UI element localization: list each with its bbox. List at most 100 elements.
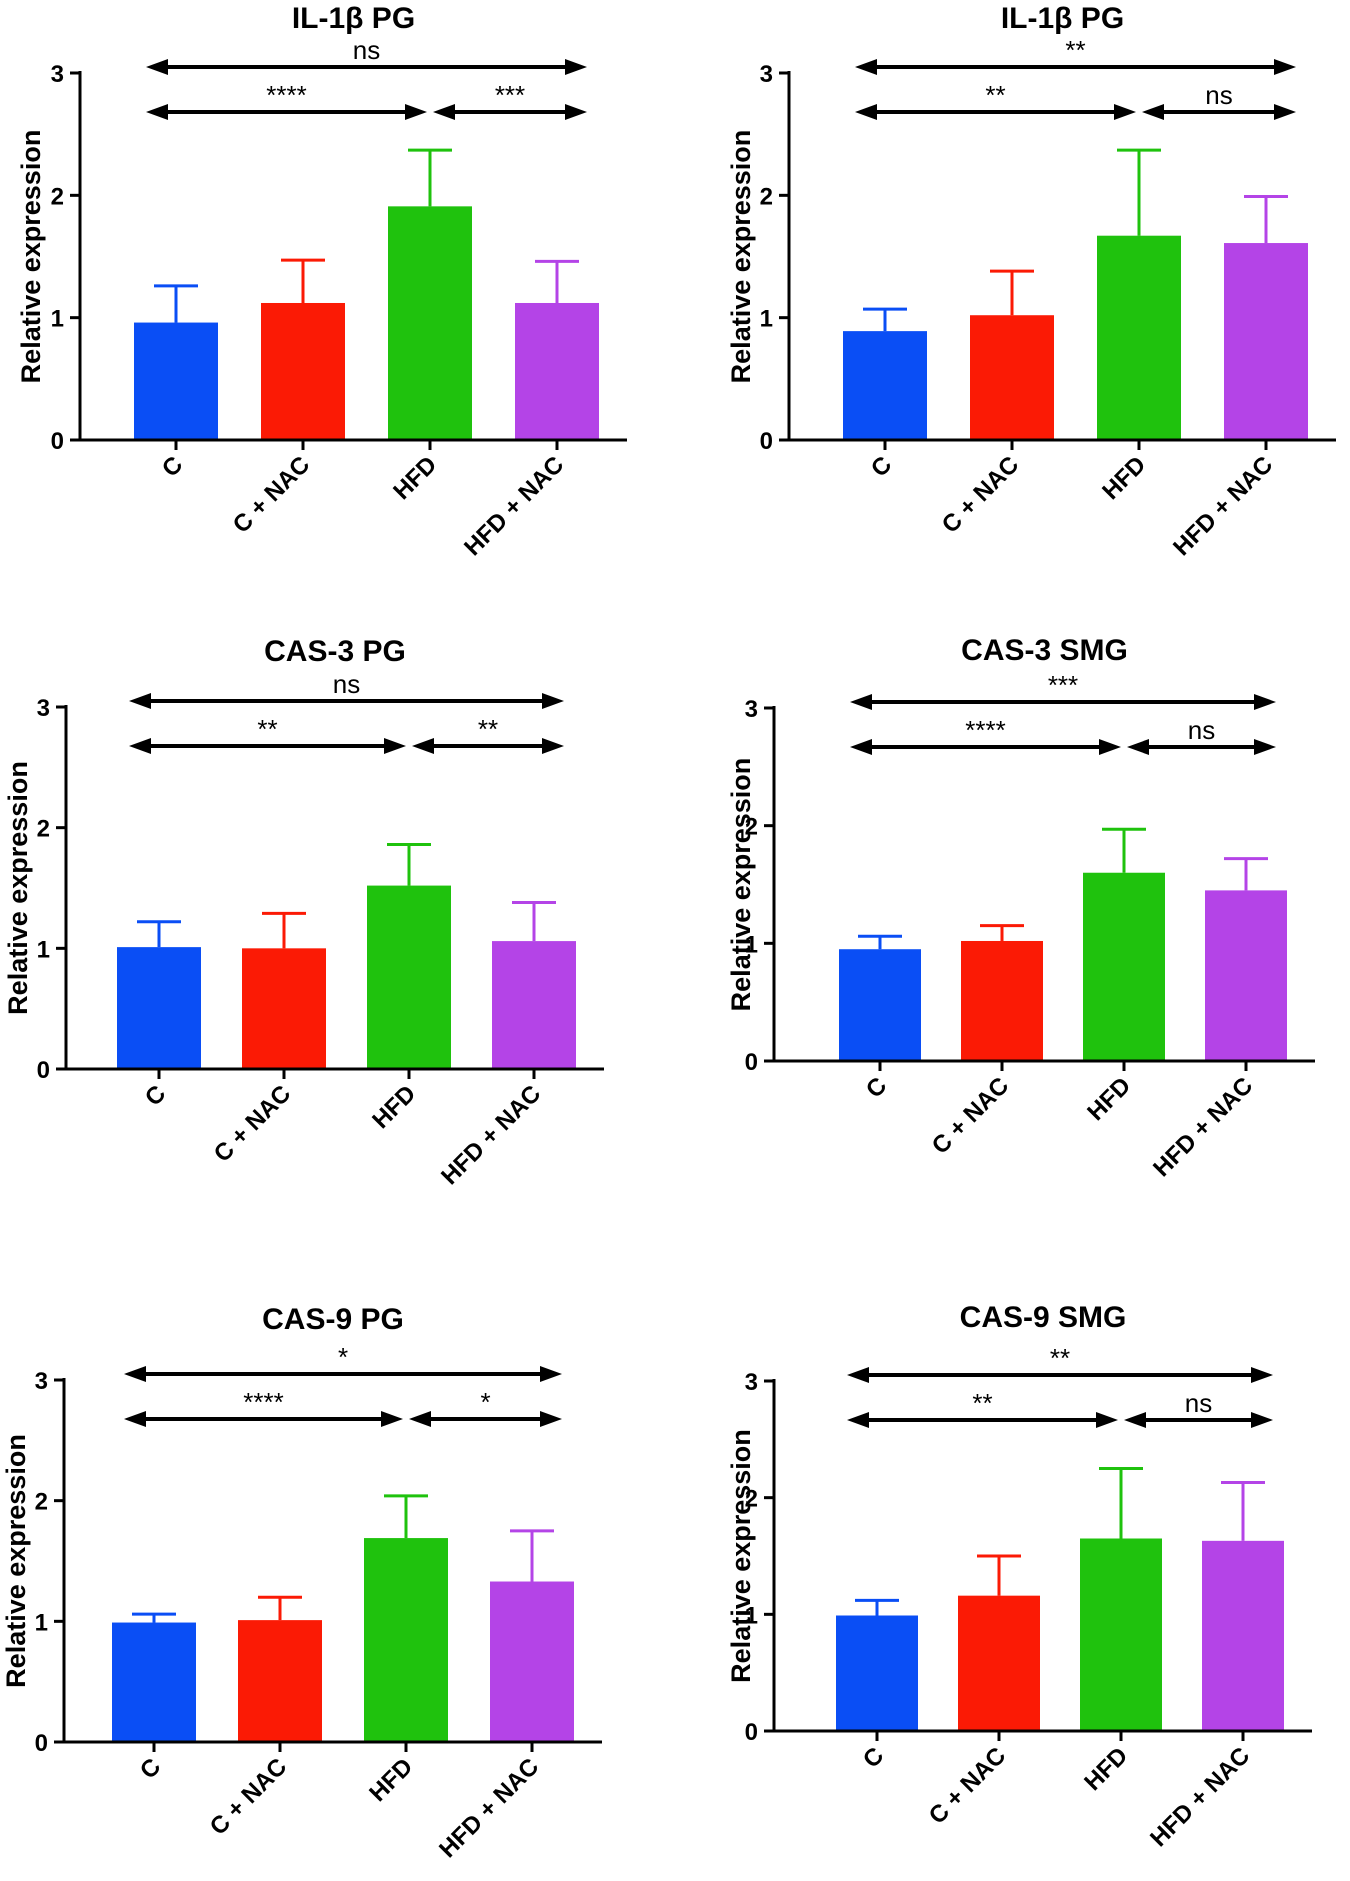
arrow-head-right	[405, 104, 427, 120]
x-tick-label: HFD	[388, 451, 442, 505]
bar-hfd	[364, 1538, 448, 1742]
arrow-head-left	[412, 738, 434, 754]
arrow-head-left	[146, 104, 168, 120]
y-tick-label: 3	[37, 695, 50, 722]
arrow-head-right	[540, 1366, 562, 1382]
y-tick-label: 2	[745, 1486, 758, 1513]
x-tick-label: C	[866, 451, 897, 482]
significance-comparison: **	[847, 1388, 1118, 1428]
x-tick-label: C + NAC	[927, 1072, 1014, 1159]
y-tick-label: 2	[35, 1489, 48, 1516]
significance-label: ns	[1188, 715, 1215, 745]
significance-comparison: *	[409, 1387, 562, 1427]
x-tick-label: HFD + NAC	[1145, 1742, 1255, 1852]
y-axis-label: Relative expression	[3, 761, 33, 1015]
arrow-head-left	[850, 694, 872, 710]
x-tick-label: HFD	[1097, 451, 1151, 505]
significance-label: ns	[1205, 80, 1232, 110]
arrow-head-left	[855, 59, 877, 75]
chart-title: CAS-3 PG	[264, 635, 406, 668]
chart-panel-6: CAS-9 SMG Relative expression 0 1 2 3 C C + NAC…	[726, 1301, 1312, 1852]
arrow-head-right	[384, 738, 406, 754]
significance-label: ***	[1048, 670, 1078, 700]
chart-panel-3: CAS-3 PG Relative expression 0 1 2 3 C C + NAC H…	[3, 635, 604, 1190]
x-tick-label: HFD + NAC	[436, 1080, 546, 1190]
significance-comparison: ns	[1142, 80, 1296, 120]
significance-comparison: ****	[124, 1387, 403, 1427]
y-tick-label: 2	[745, 814, 758, 841]
significance-label: *	[338, 1342, 348, 1372]
y-tick-label: 1	[745, 931, 758, 958]
y-tick-label: 0	[745, 1719, 758, 1746]
chart-panel-1: IL-1β PG Relative expression 0 1 2 3 C C + NAC H…	[16, 2, 627, 561]
x-tick-label: C + NAC	[209, 1080, 296, 1167]
y-axis-label: Relative expression	[726, 758, 756, 1012]
significance-comparison: ****	[850, 715, 1121, 755]
y-tick-label: 0	[51, 428, 64, 455]
y-tick-label: 2	[51, 183, 64, 210]
y-axis-label: Relative expression	[726, 1429, 756, 1683]
bar-hfd	[1097, 235, 1181, 440]
x-tick-label: C + NAC	[937, 451, 1024, 538]
x-tick-label: C	[858, 1742, 889, 1773]
significance-label: **	[985, 80, 1005, 110]
y-tick-label: 3	[51, 61, 64, 88]
chart-title: IL-1β PG	[292, 2, 415, 35]
y-tick-label: 3	[760, 61, 773, 88]
arrow-head-right	[1274, 59, 1296, 75]
significance-comparison: **	[129, 714, 406, 754]
x-tick-label: HFD	[364, 1753, 418, 1807]
y-tick-label: 1	[35, 1609, 48, 1636]
significance-label: *	[480, 1387, 490, 1417]
y-tick-label: 3	[745, 696, 758, 723]
arrow-head-right	[1099, 739, 1121, 755]
bar-hfd-nac	[1202, 1540, 1284, 1731]
arrow-head-right	[565, 59, 587, 75]
x-tick-label: C	[861, 1072, 892, 1103]
x-tick-label: C	[135, 1753, 166, 1784]
arrow-head-left	[124, 1411, 146, 1427]
y-tick-label: 2	[37, 816, 50, 843]
bar-hfd	[367, 885, 451, 1069]
significance-comparison: ***	[850, 670, 1276, 710]
significance-label: **	[1050, 1343, 1070, 1373]
bar-c-nac	[242, 948, 326, 1069]
arrow-head-left	[146, 59, 168, 75]
significance-label: ****	[243, 1387, 283, 1417]
bar-c	[843, 331, 927, 440]
arrow-head-right	[1254, 739, 1276, 755]
bar-c	[112, 1622, 196, 1742]
significance-label: **	[1065, 35, 1085, 65]
arrow-head-right	[540, 1411, 562, 1427]
chart-panel-4: CAS-3 SMG Relative expression 0 1 2 3 C C + NAC…	[726, 634, 1315, 1182]
y-axis-label: Relative expression	[1, 1434, 31, 1688]
arrow-head-right	[1254, 694, 1276, 710]
significance-comparison: ns	[1124, 1388, 1273, 1428]
significance-comparison: **	[412, 714, 564, 754]
x-tick-label: C	[140, 1080, 171, 1111]
arrow-head-left	[855, 104, 877, 120]
y-tick-label: 1	[745, 1602, 758, 1629]
significance-comparison: *	[124, 1342, 562, 1382]
bar-hfd-nac	[492, 941, 576, 1069]
arrow-head-left	[850, 739, 872, 755]
arrow-head-left	[409, 1411, 431, 1427]
significance-comparison: **	[855, 80, 1136, 120]
arrow-head-right	[1114, 104, 1136, 120]
significance-comparison: **	[855, 35, 1296, 75]
bar-hfd-nac	[490, 1581, 574, 1742]
chart-title: IL-1β PG	[1001, 2, 1124, 35]
bar-c-nac	[961, 940, 1043, 1061]
y-tick-label: 1	[51, 306, 64, 333]
arrow-head-left	[1127, 739, 1149, 755]
bar-c	[839, 949, 921, 1061]
x-tick-label: HFD	[367, 1080, 421, 1134]
arrow-head-left	[847, 1412, 869, 1428]
bar-hfd-nac	[515, 302, 599, 440]
chart-title: CAS-3 SMG	[961, 634, 1128, 667]
significance-label: ns	[353, 35, 380, 65]
x-tick-label: HFD	[1082, 1072, 1136, 1126]
bar-hfd	[1080, 1538, 1162, 1731]
bar-hfd-nac	[1205, 890, 1287, 1061]
arrow-head-left	[1142, 104, 1164, 120]
